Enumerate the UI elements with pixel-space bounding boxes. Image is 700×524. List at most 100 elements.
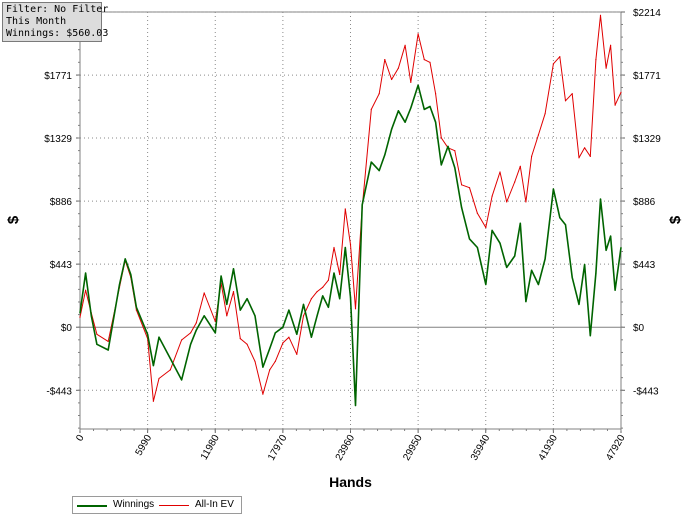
winnings-point xyxy=(578,303,580,305)
winnings-point xyxy=(552,188,555,190)
allin-ev-point xyxy=(354,308,357,310)
allin-ev-point xyxy=(537,134,540,136)
allin-ev-point xyxy=(322,286,324,288)
allin-ev-point xyxy=(454,150,456,152)
allin-ev-point xyxy=(506,201,508,203)
winnings-point xyxy=(599,198,602,200)
winnings-point xyxy=(519,222,521,224)
allin-ev-point xyxy=(410,81,412,83)
allin-ev-point xyxy=(269,369,271,371)
winnings-point xyxy=(499,242,501,244)
winnings-point xyxy=(118,283,121,286)
winnings-point xyxy=(531,269,533,271)
winnings-point xyxy=(614,289,616,291)
allin-ev-point xyxy=(571,93,573,95)
winnings-point xyxy=(435,121,437,123)
allin-ev-point xyxy=(85,289,87,291)
winnings-point xyxy=(239,309,241,311)
winnings-point xyxy=(429,105,431,108)
winnings-point xyxy=(226,303,228,305)
allin-ev-point xyxy=(605,67,607,69)
allin-ev-point xyxy=(531,155,533,157)
allin-ev-point xyxy=(370,108,372,110)
y-tick-label-left: $1329 xyxy=(44,134,72,145)
allin-ev-point xyxy=(435,93,437,95)
winnings-point xyxy=(274,332,276,334)
allin-ev-point xyxy=(152,400,154,402)
winnings-point xyxy=(152,365,154,367)
allin-ev-point xyxy=(327,279,329,281)
winnings-point xyxy=(327,306,329,308)
allin-ev-point xyxy=(525,201,527,203)
winnings-point xyxy=(559,217,561,219)
allin-ev-point xyxy=(262,393,264,395)
allin-ev-point xyxy=(254,360,256,362)
allin-ev-point xyxy=(564,100,567,102)
winnings-point xyxy=(417,84,419,86)
y-tick-label-right: $886 xyxy=(633,197,656,208)
winnings-point xyxy=(232,268,235,270)
winnings-point xyxy=(391,128,393,130)
allin-ev-point xyxy=(404,44,406,46)
allin-ev-point xyxy=(461,184,463,186)
allin-ev-point xyxy=(514,181,516,183)
allin-ev-point xyxy=(559,56,561,58)
winnings-point xyxy=(468,238,471,240)
winnings-point xyxy=(135,306,137,308)
allin-ev-point xyxy=(499,171,501,173)
x-axis-label: Hands xyxy=(329,474,372,490)
winnings-point xyxy=(354,404,357,407)
winnings-point xyxy=(589,335,591,337)
y-tick-label-right: $443 xyxy=(633,260,656,271)
winnings-point xyxy=(169,357,171,360)
winnings-point xyxy=(288,309,290,311)
allin-ev-point xyxy=(519,165,521,167)
winnings-point xyxy=(461,207,463,209)
allin-ev-point xyxy=(282,342,284,344)
allin-ev-point xyxy=(181,339,183,341)
allin-ev-point xyxy=(391,78,393,81)
y-tick-label-right: $0 xyxy=(633,323,645,334)
y-tick-label-left: $443 xyxy=(50,260,73,271)
winnings-point xyxy=(96,343,98,345)
winnings-point xyxy=(584,264,586,266)
allin-ev-point xyxy=(190,332,192,334)
winnings-point xyxy=(423,108,425,110)
allin-ev-point xyxy=(107,340,109,342)
legend-item-allin-ev[interactable]: All-In EV xyxy=(159,499,239,511)
winnings-point xyxy=(506,266,508,268)
series-lines xyxy=(79,14,622,407)
allin-ev-point xyxy=(226,315,228,317)
winnings-point xyxy=(195,329,197,331)
winnings-point xyxy=(491,229,493,231)
allin-ev-point xyxy=(440,137,442,139)
filter-label: Filter: No Filter xyxy=(6,4,109,15)
winnings-point xyxy=(190,343,192,345)
allin-ev-point xyxy=(476,212,478,214)
legend-item-winnings[interactable]: Winnings xyxy=(77,499,157,511)
winnings-point xyxy=(282,326,284,328)
allin-ev-point xyxy=(310,298,312,300)
allin-ev-point xyxy=(417,33,419,35)
allin-ev-point xyxy=(378,93,380,95)
winnings-point xyxy=(440,164,442,166)
allin-ev-point xyxy=(397,67,399,69)
x-tick-label: 17970 xyxy=(266,433,290,463)
winnings-point xyxy=(537,283,540,286)
allin-ev-point xyxy=(610,44,612,46)
allin-ev-point xyxy=(384,59,386,61)
winnings-point xyxy=(610,235,612,237)
winnings-point xyxy=(397,110,399,112)
winnings-point xyxy=(296,333,298,335)
allin-ev-point xyxy=(491,195,493,197)
allin-ev-point xyxy=(614,104,616,106)
winnings-point xyxy=(90,315,92,317)
allin-ev-point xyxy=(339,273,341,276)
winnings-point xyxy=(595,272,597,274)
winnings-point xyxy=(220,275,222,277)
winnings-point xyxy=(571,276,573,278)
x-tick-label: 47920 xyxy=(604,433,628,463)
winnings-point xyxy=(447,145,449,147)
allin-ev-point xyxy=(203,292,205,294)
allin-ev-point xyxy=(349,244,352,246)
